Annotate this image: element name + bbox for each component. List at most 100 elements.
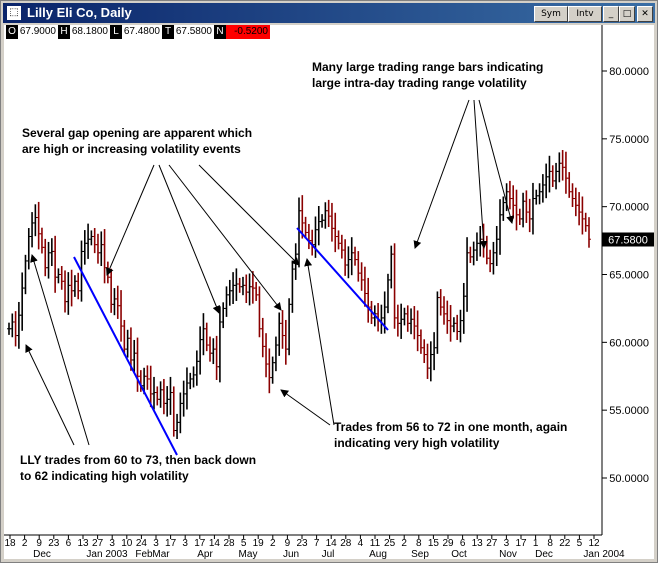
x-month-label: Sep: [411, 549, 429, 559]
y-axis-area: [602, 25, 654, 535]
x-day-label: 1: [533, 538, 539, 549]
x-day-label: 28: [340, 538, 352, 549]
x-day-label: 14: [209, 538, 221, 549]
x-month-label: Mar: [152, 549, 170, 559]
x-day-label: 2: [270, 538, 276, 549]
x-day-label: 8: [547, 538, 553, 549]
x-day-label: 2: [22, 538, 28, 549]
x-day-label: 3: [109, 538, 115, 549]
x-day-label: 12: [588, 538, 600, 549]
last-price-label: 67.5800: [608, 234, 648, 246]
x-month-label: Jan 2003: [86, 549, 128, 559]
annotation-text: Several gap opening are apparent which ar…: [22, 126, 252, 156]
annotation-text: Trades from 56 to 72 in one month, again…: [334, 420, 567, 450]
x-day-label: 4: [358, 538, 364, 549]
x-month-label: Oct: [451, 549, 467, 559]
x-day-label: 9: [36, 538, 42, 549]
trend-lines: [73, 227, 389, 456]
x-month-label: Jul: [322, 549, 335, 559]
x-day-label: 22: [559, 538, 571, 549]
y-tick-label: 70.0000: [609, 202, 649, 214]
low-value: 67.4800: [122, 25, 162, 39]
x-day-label: 10: [121, 538, 133, 549]
high-key: H: [58, 25, 70, 39]
open-key: O: [6, 25, 18, 39]
x-day-label: 29: [442, 538, 454, 549]
intv-button[interactable]: Intv: [568, 6, 602, 22]
annotation-text: Many large trading range bars indicating…: [312, 60, 543, 90]
sym-button[interactable]: Sym: [534, 6, 568, 22]
x-day-label: 6: [460, 538, 466, 549]
quote-bar: O 67.9000 H 68.1800 L 67.4800 T 67.5800 …: [6, 25, 271, 39]
annotation-line: are high or increasing volatility events: [22, 142, 241, 156]
annotation-line: Trades from 56 to 72 in one month, again: [334, 420, 567, 434]
title-bar[interactable]: ⬚ Lilly Eli Co, Daily Sym Intv _ □ ✕: [3, 3, 655, 23]
change-key: N: [214, 25, 226, 39]
x-day-label: 13: [77, 538, 89, 549]
y-tick-label: 75.0000: [609, 134, 649, 146]
minimize-icon[interactable]: _: [603, 6, 619, 22]
last-price-box: [602, 232, 654, 247]
annotation-arrows: [25, 99, 515, 446]
price-bars: [7, 150, 591, 439]
x-day-label: 8: [416, 538, 422, 549]
x-month-label: Feb: [135, 549, 153, 559]
x-day-label: 3: [182, 538, 188, 549]
high-value: 68.1800: [70, 25, 110, 39]
close-key: T: [162, 25, 174, 39]
x-day-label: 17: [165, 538, 177, 549]
y-ticks: 80.0000 75.0000 70.0000 65.0000 60.0000 55.00…: [602, 66, 649, 485]
x-day-label: 19: [253, 538, 265, 549]
x-day-label: 15: [428, 538, 440, 549]
window-title: Lilly Eli Co, Daily: [27, 5, 132, 20]
annotation-arrow: [478, 99, 515, 224]
annotation-arrow: [25, 344, 75, 446]
plot-area: [4, 25, 602, 535]
x-month-label: Jun: [283, 549, 299, 559]
x-day-label: 13: [472, 538, 484, 549]
annotation-arrow: [198, 164, 300, 266]
low-key: L: [110, 25, 122, 39]
x-month-label: Jan 2004: [583, 549, 625, 559]
annotation-line: to 62 indicating high volatility: [20, 469, 189, 483]
close-value: 67.5800: [174, 25, 214, 39]
annotation-arrow: [304, 258, 335, 426]
x-day-label: 6: [66, 538, 72, 549]
last-price-tag: 67.5800: [602, 232, 654, 247]
annotation-arrow: [168, 164, 282, 311]
x-month-label: Nov: [499, 549, 517, 559]
x-day-label: 23: [296, 538, 308, 549]
close-icon[interactable]: ✕: [637, 6, 653, 22]
x-day-label: 23: [48, 538, 60, 549]
x-day-label: 25: [384, 538, 396, 549]
trend-line: [296, 227, 389, 331]
annotation-arrow: [280, 389, 331, 426]
annotation-line: indicating very high volatility: [334, 436, 500, 450]
x-day-label: 28: [223, 538, 235, 549]
x-month-label: Dec: [535, 549, 553, 559]
annotations: Many large trading range bars indicating…: [20, 60, 567, 483]
x-day-label: 5: [577, 538, 583, 549]
annotation-line: large intra-day trading range volatility: [312, 76, 527, 90]
intv-label: Intv: [576, 9, 594, 19]
annotation-line: LLY trades from 60 to 73, then back down: [20, 453, 256, 467]
x-day-label: 14: [326, 538, 338, 549]
annotation-arrow: [106, 164, 155, 276]
x-day-label: 11: [370, 538, 381, 549]
annotation-arrow: [473, 99, 488, 249]
x-day-label: 3: [153, 538, 159, 549]
y-tick-label: 80.0000: [609, 66, 649, 78]
x-day-label: 17: [194, 538, 206, 549]
sym-label: Sym: [541, 9, 561, 19]
x-day-label: 17: [515, 538, 527, 549]
x-day-label: 24: [136, 538, 148, 549]
x-month-label: May: [239, 549, 258, 559]
x-day-label: 27: [92, 538, 104, 549]
x-month-label: Apr: [197, 549, 213, 559]
x-day-label: 27: [486, 538, 498, 549]
x-day-label: 7: [314, 538, 320, 549]
maximize-icon[interactable]: □: [619, 6, 635, 22]
y-tick-label: 60.0000: [609, 337, 649, 349]
annotation-arrow: [30, 254, 90, 446]
